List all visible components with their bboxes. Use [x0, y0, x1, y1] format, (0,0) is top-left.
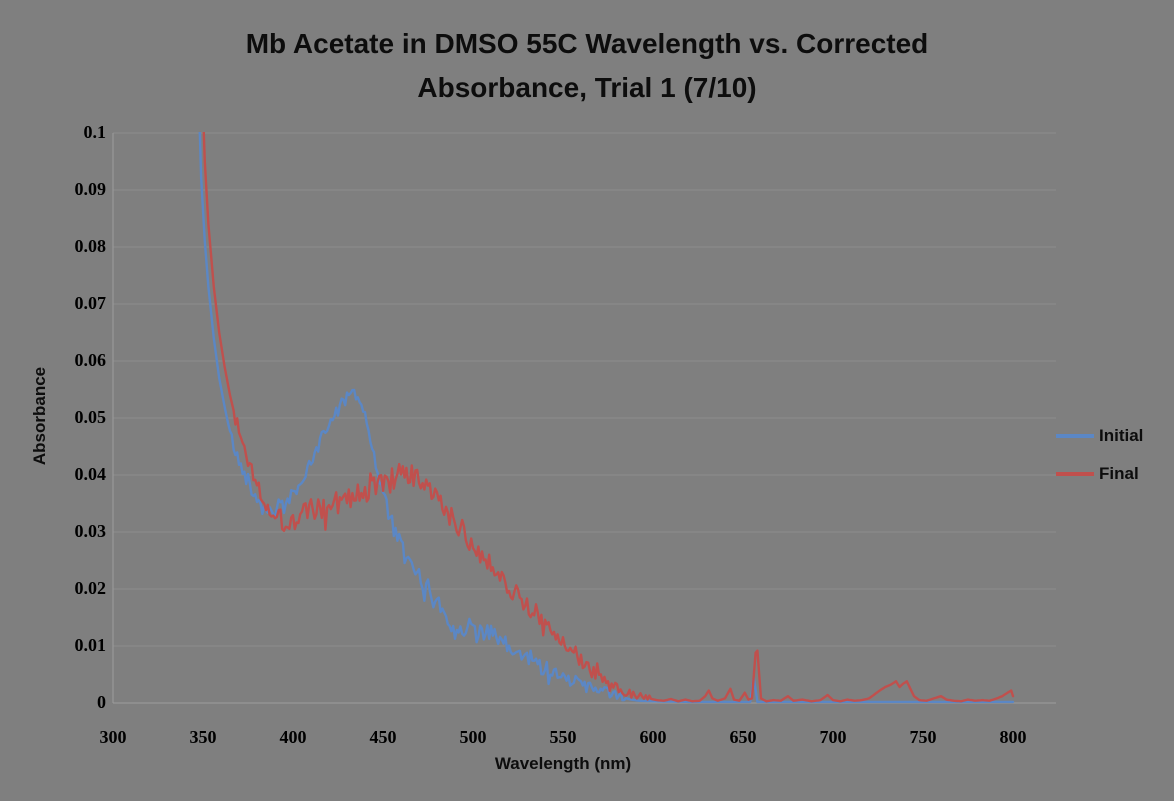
legend: Initial Final: [1056, 426, 1143, 502]
gridlines: [112, 132, 1056, 704]
x-tick-label: 700: [819, 727, 847, 747]
x-tick-label: 500: [459, 727, 487, 747]
legend-line-swatch: [1056, 434, 1094, 438]
x-tick-label: 400: [279, 727, 307, 747]
y-tick-label: 0.09: [74, 179, 107, 199]
y-tick-label: 0.02: [74, 578, 107, 598]
y-tick-label: 0.03: [74, 521, 107, 541]
y-axis-title: Absorbance: [30, 366, 49, 466]
legend-item-initial: Initial: [1056, 426, 1143, 446]
x-tick-label: 350: [189, 727, 217, 747]
y-tick-label: 0.06: [74, 350, 107, 370]
series-line-final: [202, 132, 1015, 703]
x-tick-label: 450: [369, 727, 397, 747]
x-axis-title: Wavelength (nm): [494, 754, 632, 773]
y-tick-label: 0.07: [74, 293, 107, 313]
y-tick-label: 0.1: [83, 122, 107, 142]
legend-label: Final: [1099, 464, 1139, 483]
chart-title-line1: Mb Acetate in DMSO 55C Wavelength vs. Co…: [245, 28, 929, 59]
x-tick-label: 300: [99, 727, 127, 747]
y-tick-label: 0.04: [74, 464, 107, 484]
x-tick-label: 600: [639, 727, 667, 747]
legend-item-final: Final: [1056, 464, 1143, 484]
legend-label: Initial: [1099, 426, 1144, 445]
x-tick-label: 750: [909, 727, 937, 747]
chart-title: Mb Acetate in DMSO 55C Wavelength vs. Co…: [0, 22, 1174, 110]
y-tick-label: 0.01: [74, 635, 107, 655]
x-tick-label: 550: [549, 727, 577, 747]
x-tick-label: 800: [999, 727, 1027, 747]
legend-line-swatch: [1056, 472, 1094, 476]
x-tick-label: 650: [729, 727, 757, 747]
series-line-initial: [198, 132, 1015, 704]
y-tick-label: 0: [97, 692, 106, 712]
chart-title-line2: Absorbance, Trial 1 (7/10): [417, 72, 757, 103]
y-tick-label: 0.05: [74, 407, 107, 427]
y-tick-label: 0.08: [74, 236, 107, 256]
